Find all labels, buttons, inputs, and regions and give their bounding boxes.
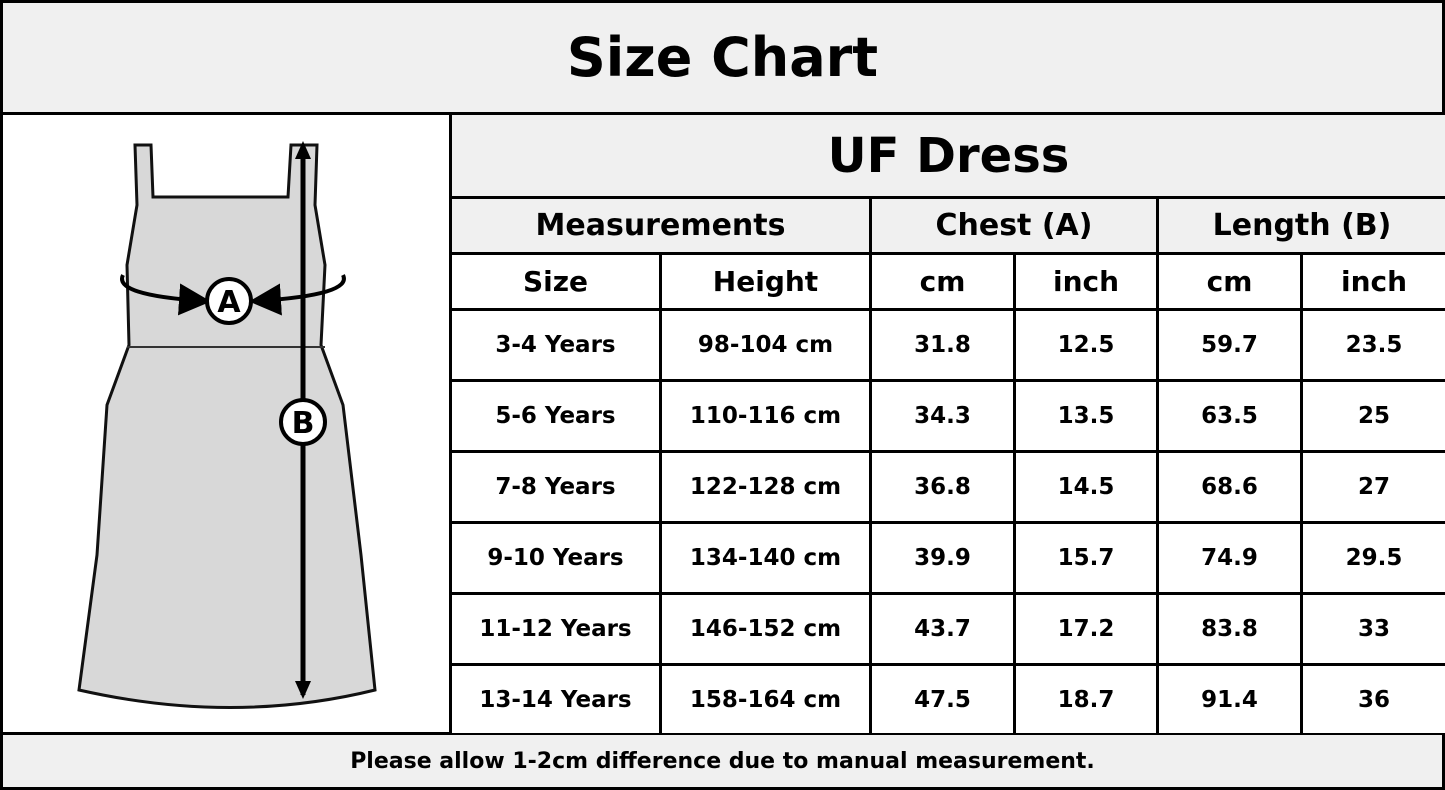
group-header: Chest (A) bbox=[872, 199, 1156, 252]
column-header: Size bbox=[452, 255, 659, 308]
table-cell: 25 bbox=[1303, 382, 1445, 450]
dress-outline bbox=[77, 143, 377, 709]
table-cell: 17.2 bbox=[1016, 595, 1156, 663]
table-cell: 29.5 bbox=[1303, 524, 1445, 592]
table-cell: 9-10 Years bbox=[452, 524, 659, 592]
table-cell: 33 bbox=[1303, 595, 1445, 663]
table-cell: 18.7 bbox=[1016, 666, 1156, 733]
table-cell: 15.7 bbox=[1016, 524, 1156, 592]
length-arrowhead bbox=[295, 141, 311, 159]
table-cell: 34.3 bbox=[872, 382, 1013, 450]
table-cell: 13-14 Years bbox=[452, 666, 659, 733]
table-cell: 146-152 cm bbox=[662, 595, 869, 663]
table-cell: 3-4 Years bbox=[452, 311, 659, 379]
table-cell: 36 bbox=[1303, 666, 1445, 733]
size-table: UF Dress Measurements Chest (A) Length (B) S… bbox=[452, 115, 1445, 733]
column-header: cm bbox=[1159, 255, 1300, 308]
chest-arrow bbox=[120, 274, 211, 316]
table-cell: 13.5 bbox=[1016, 382, 1156, 450]
column-header: inch bbox=[1303, 255, 1445, 308]
table-cell: 31.8 bbox=[872, 311, 1013, 379]
diagram-panel: A B bbox=[3, 115, 449, 732]
table-cell: 59.7 bbox=[1159, 311, 1300, 379]
dress-diagram: A B bbox=[77, 141, 377, 709]
table-cell: 63.5 bbox=[1159, 382, 1300, 450]
chest-arrow bbox=[249, 274, 346, 316]
table-cell: 110-116 cm bbox=[662, 382, 869, 450]
table-cell: 27 bbox=[1303, 453, 1445, 521]
table-cell: 7-8 Years bbox=[452, 453, 659, 521]
table-cell: 68.6 bbox=[1159, 453, 1300, 521]
table-cell: 74.9 bbox=[1159, 524, 1300, 592]
label-circle bbox=[279, 398, 327, 446]
table-cell: 11-12 Years bbox=[452, 595, 659, 663]
table-cell: 36.8 bbox=[872, 453, 1013, 521]
label-circle bbox=[205, 277, 253, 325]
table-cell: 39.9 bbox=[872, 524, 1013, 592]
table-cell: 98-104 cm bbox=[662, 311, 869, 379]
table-title: UF Dress bbox=[452, 115, 1445, 196]
table-cell: 134-140 cm bbox=[662, 524, 869, 592]
table-cell: 43.7 bbox=[872, 595, 1013, 663]
table-cell: 5-6 Years bbox=[452, 382, 659, 450]
column-header: cm bbox=[872, 255, 1013, 308]
table-cell: 158-164 cm bbox=[662, 666, 869, 733]
length-label: B bbox=[292, 406, 315, 441]
table-cell: 91.4 bbox=[1159, 666, 1300, 733]
group-header: Length (B) bbox=[1159, 199, 1445, 252]
column-header: Height bbox=[662, 255, 869, 308]
length-arrowhead bbox=[295, 681, 311, 699]
table-cell: 23.5 bbox=[1303, 311, 1445, 379]
group-header: Measurements bbox=[452, 199, 869, 252]
table-cell: 122-128 cm bbox=[662, 453, 869, 521]
table-cell: 47.5 bbox=[872, 666, 1013, 733]
table-cell: 14.5 bbox=[1016, 453, 1156, 521]
footer-note: Please allow 1-2cm difference due to man… bbox=[3, 735, 1442, 787]
page-title: Size Chart bbox=[3, 3, 1442, 112]
table-cell: 83.8 bbox=[1159, 595, 1300, 663]
column-header: inch bbox=[1016, 255, 1156, 308]
table-cell: 12.5 bbox=[1016, 311, 1156, 379]
chest-label: A bbox=[217, 285, 241, 320]
